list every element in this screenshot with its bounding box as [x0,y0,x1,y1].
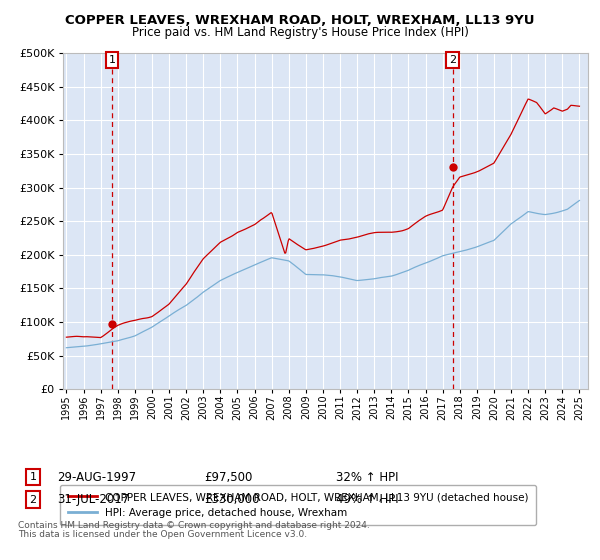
Text: 2: 2 [29,494,37,505]
Text: This data is licensed under the Open Government Licence v3.0.: This data is licensed under the Open Gov… [18,530,307,539]
Text: 29-AUG-1997: 29-AUG-1997 [57,470,136,484]
Legend: COPPER LEAVES, WREXHAM ROAD, HOLT, WREXHAM, LL13 9YU (detached house), HPI: Aver: COPPER LEAVES, WREXHAM ROAD, HOLT, WREXH… [61,485,536,525]
Text: COPPER LEAVES, WREXHAM ROAD, HOLT, WREXHAM, LL13 9YU: COPPER LEAVES, WREXHAM ROAD, HOLT, WREXH… [65,14,535,27]
Text: £97,500: £97,500 [204,470,253,484]
Text: 1: 1 [109,55,115,65]
Text: 32% ↑ HPI: 32% ↑ HPI [336,470,398,484]
Text: 49% ↑ HPI: 49% ↑ HPI [336,493,398,506]
Text: 31-JUL-2017: 31-JUL-2017 [57,493,129,506]
Text: £330,000: £330,000 [204,493,260,506]
Text: Price paid vs. HM Land Registry's House Price Index (HPI): Price paid vs. HM Land Registry's House … [131,26,469,39]
Text: 2: 2 [449,55,456,65]
Text: Contains HM Land Registry data © Crown copyright and database right 2024.: Contains HM Land Registry data © Crown c… [18,521,370,530]
Text: 1: 1 [29,472,37,482]
